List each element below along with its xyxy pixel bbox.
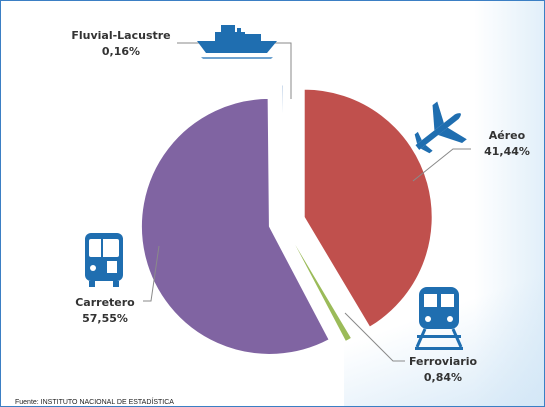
source-note: Fuente: INSTITUTO NACIONAL DE ESTADÍSTIC… [15, 397, 174, 406]
ship-icon [197, 25, 277, 59]
label-ferroviario-category: Ferroviario [409, 355, 477, 368]
label-carretero-value: 57,55% [82, 312, 128, 325]
leader-line-carretero [143, 245, 160, 302]
label-aereo-category: Aéreo [489, 129, 526, 142]
pie-slice-ferroviario [285, 227, 353, 343]
bus-icon [85, 233, 123, 287]
airplane-icon [414, 101, 467, 154]
pie-slice-a-reo [303, 88, 433, 328]
leader-line-aereo [412, 148, 471, 182]
pie-slice-carretero [140, 97, 330, 355]
label-aereo-value: 41,44% [484, 145, 530, 158]
pie-slices [140, 84, 433, 355]
leader-line-ferroviario [344, 312, 405, 362]
label-ferroviario-value: 0,84% [424, 371, 462, 384]
label-fluvial-category: Fluvial-Lacustre [71, 29, 170, 42]
train-icon [415, 287, 463, 350]
pie-slice-fluvial-lacustre [281, 84, 284, 214]
label-carretero-category: Carretero [75, 296, 135, 309]
label-fluvial-value: 0,16% [102, 45, 140, 58]
